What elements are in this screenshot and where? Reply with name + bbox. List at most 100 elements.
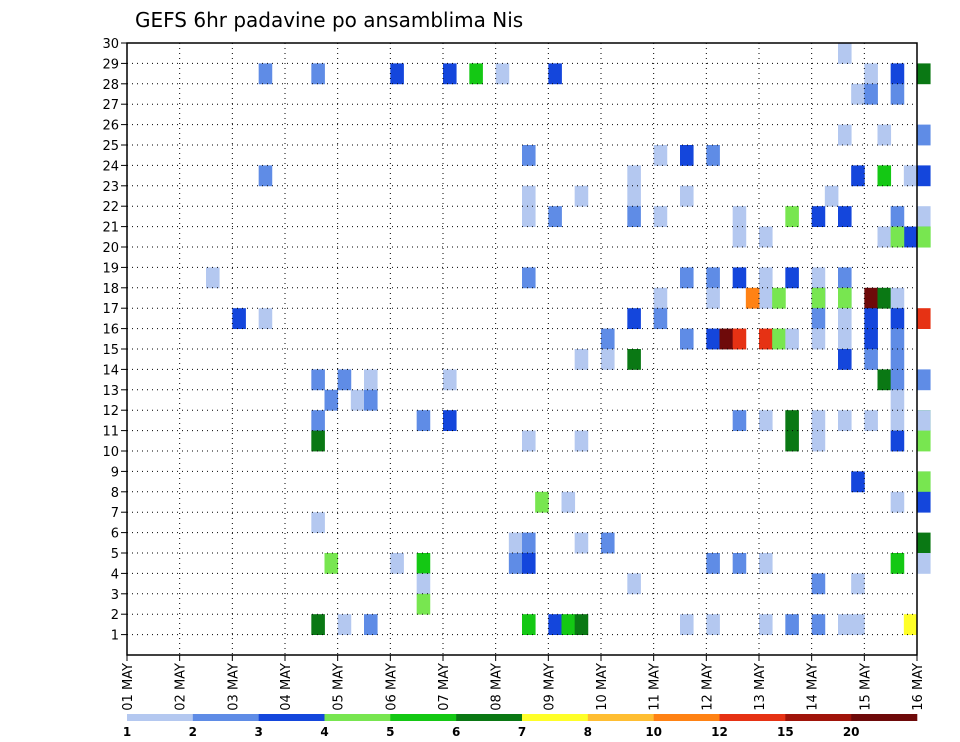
- colorbar-segment: [785, 714, 852, 721]
- heatmap-cell: [785, 430, 799, 452]
- x-tick-label: 05 MAY: [332, 663, 347, 711]
- x-tick-label: 01 MAY: [121, 663, 136, 711]
- colorbar-segment: [258, 714, 325, 721]
- heatmap-cell: [206, 267, 220, 289]
- heatmap-cell: [680, 267, 694, 289]
- heatmap-cell: [811, 267, 826, 289]
- x-tick-label: 11 MAY: [648, 663, 663, 711]
- heatmap-cell: [890, 553, 905, 574]
- heatmap-cell: [732, 206, 747, 227]
- colorbar-segment: [127, 714, 194, 721]
- heatmap-cell: [838, 328, 852, 350]
- heatmap-cell: [838, 287, 852, 309]
- heatmap-cell: [759, 328, 773, 350]
- heatmap-cell: [890, 63, 905, 85]
- heatmap-cell: [574, 349, 589, 370]
- heatmap-cell: [811, 308, 826, 329]
- heatmap-cell: [917, 553, 931, 574]
- heatmap-cell: [732, 553, 747, 574]
- heatmap-cell: [680, 614, 694, 635]
- heatmap-cell: [561, 614, 576, 635]
- heatmap-cell: [337, 369, 352, 391]
- heatmap-cell: [877, 369, 892, 391]
- heatmap-cell: [732, 410, 747, 431]
- heatmap-cell: [706, 328, 720, 350]
- y-tick-label: 8: [111, 486, 119, 501]
- y-tick-label: 3: [111, 588, 119, 603]
- heatmap-cell: [864, 328, 878, 350]
- heatmap-cell: [838, 410, 852, 431]
- heatmap-cell: [680, 328, 694, 350]
- heatmap-cell: [785, 206, 799, 227]
- heatmap-cell: [522, 185, 536, 207]
- heatmap-cell: [917, 308, 931, 329]
- heatmap-cell: [706, 145, 720, 166]
- heatmap-cell: [324, 389, 339, 411]
- grid-lines: [127, 43, 917, 655]
- heatmap-cell: [811, 328, 826, 350]
- heatmap-cell: [785, 267, 799, 289]
- heatmap-cell: [350, 389, 365, 411]
- y-tick-label: 23: [102, 180, 119, 195]
- heatmap-cell: [864, 287, 878, 309]
- heatmap-cell: [864, 349, 878, 370]
- heatmap-cell: [772, 328, 786, 350]
- y-tick-label: 10: [102, 445, 119, 460]
- heatmap-cell: [574, 430, 589, 452]
- heatmap-cell: [903, 226, 918, 248]
- y-tick-label: 19: [102, 261, 119, 276]
- heatmap-cell: [522, 532, 536, 554]
- heatmap-cell: [917, 430, 931, 452]
- heatmap-cell: [548, 614, 562, 635]
- heatmap-cell: [772, 287, 786, 309]
- heatmap-cell: [890, 308, 905, 329]
- colorbar-label: 8: [584, 725, 592, 739]
- colorbar-label: 5: [386, 725, 394, 739]
- heatmap-cell: [443, 63, 457, 85]
- x-tick-label: 04 MAY: [279, 663, 294, 711]
- colorbar-label: 15: [777, 725, 794, 739]
- heatmap-cell: [759, 614, 773, 635]
- heatmap-cell: [877, 226, 892, 248]
- y-tick-label: 12: [102, 404, 119, 419]
- heatmap-cell: [561, 491, 576, 513]
- heatmap-cell: [851, 471, 865, 493]
- heatmap-cell: [785, 328, 799, 350]
- colorbar-segment: [653, 714, 720, 721]
- heatmap-cell: [390, 63, 404, 85]
- heatmap-cell: [627, 573, 641, 595]
- heatmap-cell: [917, 491, 931, 513]
- heatmap-cell: [864, 63, 878, 85]
- colorbar-segment: [587, 714, 654, 721]
- heatmap-cell: [416, 410, 431, 431]
- heatmap-cell: [574, 532, 589, 554]
- colorbar-segment: [456, 714, 523, 721]
- colorbar-segment: [522, 714, 589, 721]
- heatmap-cell: [785, 614, 799, 635]
- heatmap-cell: [917, 165, 931, 187]
- heatmap-cell: [759, 226, 773, 248]
- heatmap-cell: [508, 553, 523, 574]
- heatmap-cell: [469, 63, 483, 85]
- x-tick-label: 14 MAY: [806, 663, 821, 711]
- heatmap-cell: [258, 63, 273, 85]
- heatmap-cell: [811, 287, 826, 309]
- heatmap-cell: [785, 410, 799, 431]
- y-tick-label: 4: [111, 567, 119, 582]
- heatmap-cell: [232, 308, 246, 329]
- heatmap-cell: [759, 287, 773, 309]
- heatmap-cell: [522, 145, 536, 166]
- heatmap-cell: [443, 369, 457, 391]
- y-tick-label: 24: [102, 159, 119, 174]
- y-tick-label: 11: [102, 425, 119, 440]
- colorbar-label: 6: [452, 725, 460, 739]
- colorbar-label: 10: [645, 725, 662, 739]
- heatmap-cell: [732, 328, 747, 350]
- chart-title: GEFS 6hr padavine po ansamblima Nis: [135, 8, 523, 32]
- heatmap-cell: [364, 389, 378, 411]
- colorbar-segment: [719, 714, 786, 721]
- heatmap-cell: [903, 165, 918, 187]
- heatmap-cell: [258, 308, 273, 329]
- heatmap-cell: [811, 614, 826, 635]
- heatmap-cell: [824, 185, 839, 207]
